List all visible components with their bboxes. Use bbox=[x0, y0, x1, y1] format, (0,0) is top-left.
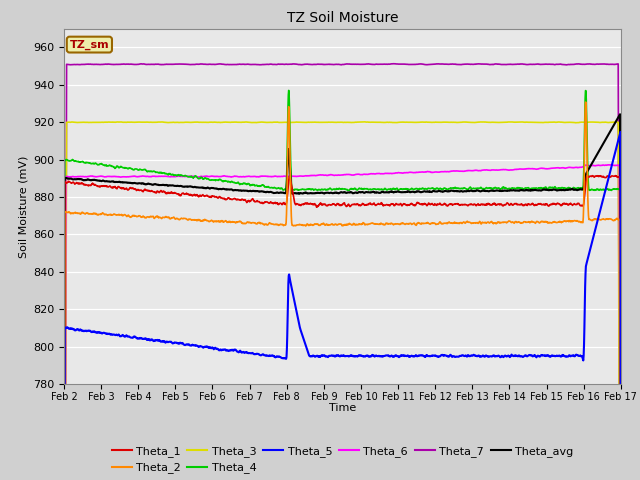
Theta_6 bbox=[607, 162, 614, 168]
Theta_1 bbox=[377, 201, 385, 206]
Line: Theta_6: Theta_6 bbox=[64, 165, 621, 480]
Theta_1 bbox=[296, 203, 304, 208]
Theta_4 bbox=[297, 187, 305, 192]
Theta_3 bbox=[103, 120, 111, 125]
Theta_5 bbox=[377, 354, 385, 360]
X-axis label: Time: Time bbox=[329, 403, 356, 413]
Line: Theta_avg: Theta_avg bbox=[64, 114, 621, 480]
Theta_4 bbox=[285, 87, 292, 93]
Theta_4 bbox=[126, 165, 134, 171]
Theta_7 bbox=[296, 61, 304, 67]
Theta_2 bbox=[296, 222, 304, 228]
Theta_avg bbox=[103, 179, 111, 184]
Theta_2 bbox=[582, 99, 589, 105]
Theta_1 bbox=[103, 183, 111, 189]
Theta_1 bbox=[318, 202, 326, 208]
Theta_2 bbox=[318, 222, 326, 228]
Theta_4 bbox=[308, 186, 316, 192]
Theta_2 bbox=[126, 214, 134, 220]
Theta_6 bbox=[126, 174, 134, 180]
Theta_7 bbox=[103, 61, 111, 67]
Theta_3 bbox=[378, 120, 385, 125]
Theta_1 bbox=[126, 185, 134, 191]
Theta_6 bbox=[318, 172, 326, 178]
Theta_5 bbox=[296, 326, 304, 332]
Theta_2 bbox=[377, 220, 385, 226]
Y-axis label: Soil Moisture (mV): Soil Moisture (mV) bbox=[19, 155, 29, 258]
Theta_1 bbox=[308, 201, 316, 207]
Theta_avg bbox=[318, 190, 326, 196]
Theta_6 bbox=[296, 173, 304, 179]
Theta_4 bbox=[318, 187, 326, 192]
Title: TZ Soil Moisture: TZ Soil Moisture bbox=[287, 11, 398, 25]
Text: TZ_sm: TZ_sm bbox=[70, 39, 109, 50]
Theta_avg bbox=[296, 191, 304, 196]
Theta_5 bbox=[103, 331, 111, 336]
Theta_7 bbox=[308, 62, 316, 68]
Theta_avg bbox=[616, 111, 624, 117]
Theta_4 bbox=[103, 163, 111, 169]
Theta_2 bbox=[308, 222, 316, 228]
Line: Theta_3: Theta_3 bbox=[64, 122, 621, 480]
Theta_7 bbox=[126, 61, 134, 67]
Theta_3 bbox=[361, 119, 369, 125]
Line: Theta_7: Theta_7 bbox=[64, 64, 621, 480]
Theta_6 bbox=[377, 171, 385, 177]
Theta_6 bbox=[308, 172, 316, 178]
Theta_3 bbox=[318, 120, 326, 125]
Line: Theta_2: Theta_2 bbox=[64, 102, 621, 480]
Theta_avg bbox=[377, 190, 385, 195]
Theta_avg bbox=[126, 180, 134, 186]
Theta_7 bbox=[377, 61, 385, 67]
Theta_4 bbox=[378, 187, 385, 192]
Theta_6 bbox=[103, 174, 111, 180]
Theta_5 bbox=[126, 334, 134, 340]
Theta_7 bbox=[390, 61, 397, 67]
Theta_7 bbox=[318, 61, 326, 67]
Line: Theta_5: Theta_5 bbox=[64, 132, 621, 480]
Line: Theta_1: Theta_1 bbox=[64, 176, 621, 480]
Theta_5 bbox=[616, 129, 624, 135]
Theta_2 bbox=[103, 212, 111, 218]
Theta_3 bbox=[296, 120, 304, 125]
Theta_5 bbox=[308, 353, 316, 359]
Legend: Theta_1, Theta_2, Theta_3, Theta_4, Theta_5, Theta_6, Theta_7, Theta_avg: Theta_1, Theta_2, Theta_3, Theta_4, Thet… bbox=[107, 442, 578, 478]
Line: Theta_4: Theta_4 bbox=[64, 90, 621, 480]
Theta_3 bbox=[126, 120, 134, 125]
Theta_1 bbox=[612, 173, 620, 179]
Theta_5 bbox=[318, 353, 326, 359]
Theta_3 bbox=[308, 120, 316, 125]
Theta_avg bbox=[308, 191, 316, 196]
